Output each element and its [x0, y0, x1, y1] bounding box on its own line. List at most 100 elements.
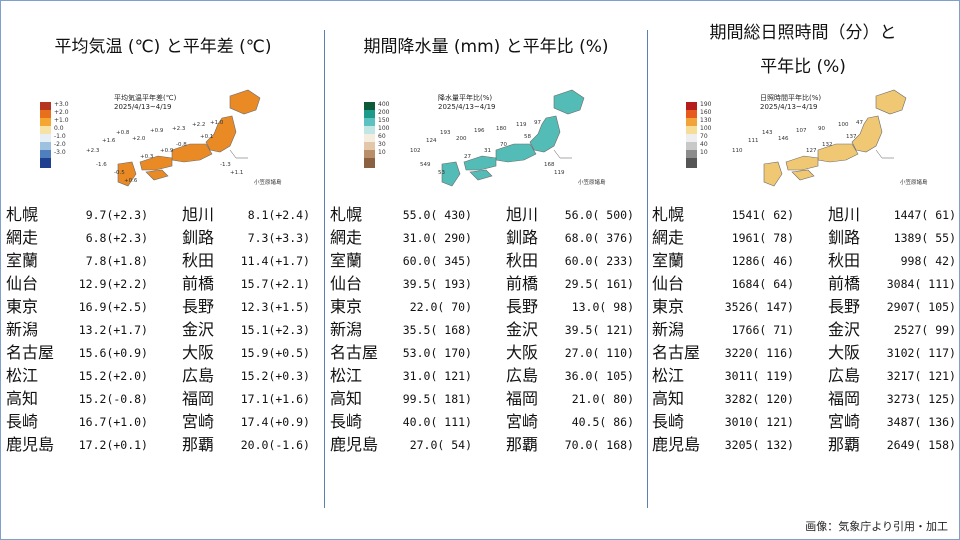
map-station-value: +2.3 [86, 148, 100, 154]
legend-label: 130 [700, 117, 712, 124]
map-region [495, 143, 537, 163]
station-name: 福岡 [506, 389, 539, 408]
table-row: 高知 3282( 120) 福岡 3273( 125) [652, 389, 956, 409]
legend-label: +3.0 [54, 101, 69, 108]
station-value: 55.0( 430) [402, 208, 472, 222]
station-value: 3487( 136) [886, 415, 956, 429]
map-title: 2025/4/13~4/19 [760, 103, 818, 111]
map-station-value: +0.9 [150, 128, 164, 134]
station-name: 室蘭 [330, 251, 363, 270]
map-station-value: 110 [732, 148, 743, 154]
map-region [553, 89, 585, 115]
station-value: 1389( 55) [893, 231, 956, 245]
station-value: 3102( 117) [886, 346, 956, 360]
table-row: 鹿児島 3205( 132) 那覇 2649( 158) [652, 435, 956, 455]
legend-label: +2.0 [54, 109, 69, 116]
station-value: 3217( 121) [886, 369, 956, 383]
station-name: 宮崎 [506, 412, 539, 431]
data-panel: 期間降水量 (mm) と平年比 (%) 400 200 150 100 60 30 10 降水量… [330, 0, 642, 540]
legend-swatch [40, 118, 51, 128]
station-name: 名古屋 [330, 343, 379, 362]
legend-swatch [40, 110, 51, 120]
legend-swatch [686, 126, 697, 136]
map-station-value: +2.3 [172, 126, 186, 132]
station-value: 1684( 64) [731, 277, 794, 291]
station-value: 1541( 62) [731, 208, 794, 222]
station-value: 53.0( 170) [402, 346, 472, 360]
station-name: 室蘭 [6, 251, 39, 270]
legend-swatch [686, 158, 697, 168]
map-station-value: 124 [426, 138, 437, 144]
legend-swatch [364, 150, 375, 160]
table-row: 名古屋 3220( 116) 大阪 3102( 117) [652, 343, 956, 363]
station-value: 39.5( 121) [564, 323, 634, 337]
table-row: 東京 22.0( 70) 長野 13.0( 98) [330, 297, 642, 317]
legend-swatch [40, 102, 51, 112]
station-value: 3084( 111) [886, 277, 956, 291]
legend-label: 150 [378, 117, 390, 124]
map-station-value: +1.1 [230, 170, 244, 176]
map-station-value: 53 [438, 170, 445, 176]
station-name: 広島 [506, 366, 539, 385]
station-name: 金沢 [828, 320, 861, 339]
station-name: 新潟 [330, 320, 363, 339]
islands-label: 小笠原諸島 [254, 180, 282, 186]
table-row: 東京 3526( 147) 長野 2907( 105) [652, 297, 956, 317]
legend-label: 100 [700, 125, 712, 132]
anomaly-map: 400 200 150 100 60 30 10 降水量平年比(%) 2025/4/13~4/1… [364, 88, 634, 190]
station-value: 22.0( 70) [409, 300, 472, 314]
map-station-value: 127 [806, 148, 817, 154]
legend-swatch [364, 102, 375, 112]
legend-swatch [364, 158, 375, 168]
map-station-value: 143 [762, 130, 773, 136]
map-station-value: -1.3 [220, 162, 231, 168]
table-row: 網走 1961( 78) 釧路 1389( 55) [652, 228, 956, 248]
map-region [229, 89, 261, 115]
map-station-value: 168 [544, 162, 555, 168]
station-name: 秋田 [182, 251, 215, 270]
table-row: 新潟 13.2(+1.7) 金沢 15.1(+2.3) [6, 320, 318, 340]
panel-divider [647, 30, 648, 508]
map-station-value: 196 [474, 128, 485, 134]
station-value: 21.0( 80) [571, 392, 634, 406]
legend-swatch [40, 142, 51, 152]
station-name: 新潟 [6, 320, 39, 339]
station-name: 前橋 [828, 274, 861, 293]
station-value: 16.9(+2.5) [78, 300, 148, 314]
station-name: 旭川 [182, 205, 215, 224]
table-row: 網走 31.0( 290) 釧路 68.0( 376) [330, 228, 642, 248]
station-value: 20.0(-1.6) [240, 438, 310, 452]
map-station-value: +1.0 [210, 120, 224, 126]
station-value: 35.5( 168) [402, 323, 472, 337]
panel-title: 平均気温 (℃) と平年差 (℃) [54, 37, 272, 57]
map-title: 降水量平年比(%) [438, 94, 493, 102]
legend-label: 30 [378, 141, 386, 148]
legend-swatch [686, 142, 697, 152]
station-value: 12.3(+1.5) [240, 300, 310, 314]
map-region [785, 155, 819, 171]
table-row: 仙台 12.9(+2.2) 前橋 15.7(+2.1) [6, 274, 318, 294]
islands-inset-line [229, 149, 248, 159]
map-title: 2025/4/13~4/19 [114, 103, 172, 111]
anomaly-map: +3.0 +2.0 +1.0 0.0 -1.0 -2.0 -3.0 平均気温平年差(℃) 202… [40, 88, 310, 190]
legend-label: 70 [700, 133, 708, 140]
table-row: 長崎 3010( 121) 宮崎 3487( 136) [652, 412, 956, 432]
station-value: 27.0( 54) [409, 438, 472, 452]
station-name: 大阪 [182, 343, 215, 362]
data-panel: 期間総日照時間（分）と 平年比 (%) 190 160 130 100 70 40 10 日照時間… [652, 0, 956, 540]
station-name: 東京 [6, 297, 39, 316]
legend-label: +1.0 [54, 117, 69, 124]
station-value: 7.8(+1.8) [85, 254, 148, 268]
legend-swatch [686, 110, 697, 120]
station-value: 1447( 61) [893, 208, 956, 222]
legend-swatch [364, 118, 375, 128]
station-name: 札幌 [330, 205, 363, 224]
map-station-value: +0.8 [116, 130, 130, 136]
legend-swatch [686, 102, 697, 112]
panel-title: 期間降水量 (mm) と平年比 (%) [363, 37, 609, 57]
station-name: 釧路 [828, 228, 861, 247]
station-name: 鹿児島 [330, 435, 379, 454]
station-value: 17.2(+0.1) [78, 438, 148, 452]
map-station-value: +0.9 [160, 148, 174, 154]
station-value: 2527( 99) [893, 323, 956, 337]
